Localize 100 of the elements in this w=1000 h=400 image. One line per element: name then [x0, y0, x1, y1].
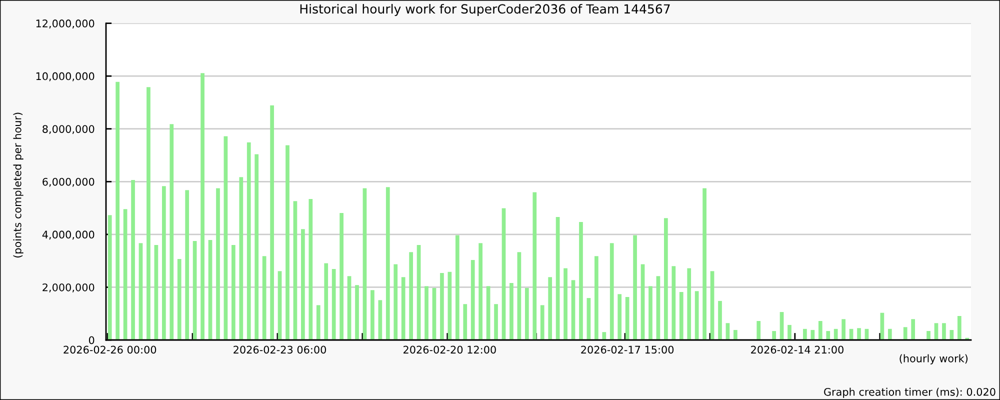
bar — [571, 280, 576, 340]
bar — [524, 288, 529, 340]
y-tick-label: 8,000,000 — [42, 125, 94, 134]
bar — [123, 209, 128, 340]
bar — [254, 154, 259, 340]
bar — [718, 300, 722, 340]
bar — [316, 305, 320, 340]
bar — [648, 286, 652, 340]
bar — [618, 294, 622, 340]
bar — [672, 266, 676, 340]
bar — [224, 136, 228, 340]
bar — [602, 332, 606, 340]
bar — [517, 252, 522, 340]
bar — [957, 316, 962, 340]
bar — [694, 291, 699, 340]
bar — [286, 145, 290, 340]
bar — [216, 188, 220, 340]
bar — [116, 82, 120, 340]
bar — [270, 105, 274, 340]
bar — [610, 243, 614, 340]
bar — [401, 277, 406, 340]
bar — [432, 288, 436, 340]
bar — [455, 235, 460, 340]
chart-title: Historical hourly work for SuperCoder2036 of Team 144567 — [300, 4, 670, 16]
bar — [262, 256, 266, 340]
bar — [702, 188, 706, 340]
x-tick-label: 2026-02-17 15:00 — [581, 346, 674, 354]
bar — [664, 218, 668, 340]
bar — [355, 285, 359, 340]
bar — [772, 331, 776, 340]
bar — [440, 272, 444, 340]
bar — [308, 199, 313, 340]
bar — [463, 304, 468, 340]
bar — [340, 213, 344, 340]
bar — [803, 328, 807, 340]
bar — [332, 269, 336, 340]
bar — [548, 277, 552, 340]
bar — [246, 142, 251, 340]
y-tick-label: 0 — [88, 336, 94, 344]
y-tick-label: 4,000,000 — [42, 230, 94, 240]
y-tick-label: 2,000,000 — [42, 283, 94, 292]
bar — [810, 330, 815, 340]
bar — [131, 180, 135, 340]
bar — [857, 328, 861, 340]
bar — [232, 244, 236, 340]
bar — [788, 324, 792, 340]
x-tick-label: 2026-02-14 21:00 — [751, 346, 844, 354]
bar — [687, 268, 692, 340]
bar — [478, 243, 483, 340]
x-axis-title: (hourly work) — [900, 354, 968, 364]
bar — [679, 292, 684, 340]
bar — [301, 229, 305, 340]
bar — [502, 208, 506, 340]
x-tick-label: 2026-02-26 00:00 — [64, 346, 156, 354]
bar — [409, 252, 413, 340]
bar — [826, 331, 830, 340]
bar — [834, 328, 838, 340]
bar — [633, 235, 637, 340]
bar — [842, 319, 846, 340]
bar — [154, 244, 158, 340]
bar — [192, 241, 197, 340]
bar — [594, 256, 598, 340]
bar — [177, 258, 182, 340]
text: Graph creation timer (ms): 0.020 — [824, 388, 996, 398]
bar — [416, 244, 421, 340]
bar — [564, 268, 568, 340]
bar — [162, 186, 166, 340]
bar — [347, 276, 352, 340]
bar — [640, 264, 645, 340]
bar — [734, 330, 738, 340]
bar — [424, 286, 428, 340]
bar — [362, 188, 367, 340]
bar — [942, 323, 946, 340]
bar — [370, 290, 374, 340]
bar — [540, 305, 544, 340]
bar — [170, 124, 174, 340]
bar — [586, 298, 591, 340]
x-tick-label: 2026-02-20 12:00 — [404, 346, 496, 354]
y-axis-title: (points completed per hour) — [13, 112, 24, 258]
bar — [486, 286, 490, 340]
bar — [108, 215, 112, 340]
bar — [926, 331, 930, 340]
bar — [378, 300, 382, 340]
bar — [579, 222, 583, 340]
bar — [448, 272, 452, 340]
bar — [200, 73, 204, 340]
bar — [532, 192, 537, 340]
bar — [710, 271, 714, 340]
bar — [208, 240, 212, 340]
bar — [470, 260, 475, 340]
y-tick-label: 12,000,000 — [36, 20, 94, 28]
bar — [386, 187, 390, 340]
bar — [656, 276, 660, 340]
y-tick-label: 10,000,000 — [36, 72, 94, 82]
bar — [903, 327, 908, 340]
bar — [293, 201, 298, 340]
bar — [185, 190, 190, 340]
bar — [138, 243, 143, 340]
x-tick-label: 2026-02-23 06:00 — [234, 346, 326, 354]
y-tick-label: 6,000,000 — [42, 178, 94, 187]
